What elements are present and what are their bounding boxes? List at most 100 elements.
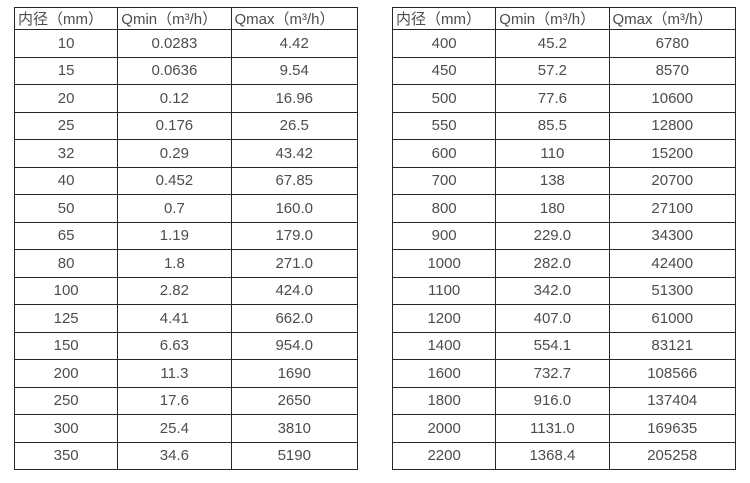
table-cell: 1131.0: [495, 414, 610, 443]
table-cell: 2000: [391, 414, 497, 443]
table-cell: 205258: [608, 441, 736, 470]
table-cell: 400: [391, 29, 497, 58]
table-cell: 34.6: [117, 441, 232, 470]
table-cell: 342.0: [495, 276, 610, 305]
table-cell: 600: [391, 139, 497, 168]
table-cell: 282.0: [495, 249, 610, 278]
column-header: Qmax（m³/h）: [230, 7, 358, 30]
table-cell: 300: [13, 414, 119, 443]
table-cell: 67.85: [230, 166, 358, 195]
table-row: 40 0.452 67.85: [13, 166, 358, 195]
table-cell: 137404: [608, 386, 736, 415]
table-cell: 1100: [391, 276, 497, 305]
table-cell: 6.63: [117, 331, 232, 360]
table-row: 1600 732.7 108566: [391, 359, 736, 388]
table-cell: 108566: [608, 359, 736, 388]
table-cell: 9.54: [230, 56, 358, 85]
table-cell: 20700: [608, 166, 736, 195]
table-cell: 550: [391, 111, 497, 140]
table-row: 1100 342.0 51300: [391, 276, 736, 305]
table-cell: 43.42: [230, 139, 358, 168]
table-cell: 1690: [230, 359, 358, 388]
table-cell: 17.6: [117, 386, 232, 415]
table-cell: 732.7: [495, 359, 610, 388]
table-cell: 125: [13, 304, 119, 333]
table-row: 25 0.176 26.5: [13, 111, 358, 140]
table-row: 2000 1131.0 169635: [391, 414, 736, 443]
table-cell: 110: [495, 139, 610, 168]
table-cell: 11.3: [117, 359, 232, 388]
flow-table-small-diameters: 内径（mm） Qmin（m³/h） Qmax（m³/h） 10 0.0283 4.42 15…: [13, 7, 358, 470]
table-cell: 450: [391, 56, 497, 85]
table-cell: 100: [13, 276, 119, 305]
table-cell: 32: [13, 139, 119, 168]
table-cell: 10: [13, 29, 119, 58]
table-cell: 900: [391, 221, 497, 250]
table-cell: 271.0: [230, 249, 358, 278]
table-cell: 26.5: [230, 111, 358, 140]
table-cell: 77.6: [495, 84, 610, 113]
table-cell: 61000: [608, 304, 736, 333]
table-cell: 150: [13, 331, 119, 360]
table-row: 32 0.29 43.42: [13, 139, 358, 168]
table-row: 450 57.2 8570: [391, 56, 736, 85]
table-cell: 250: [13, 386, 119, 415]
table-row: 350 34.6 5190: [13, 441, 358, 470]
table-cell: 662.0: [230, 304, 358, 333]
table-row: 50 0.7 160.0: [13, 194, 358, 223]
table-cell: 8570: [608, 56, 736, 85]
table-cell: 10600: [608, 84, 736, 113]
table-cell: 85.5: [495, 111, 610, 140]
column-header: 内径（mm）: [391, 7, 497, 30]
table-cell: 229.0: [495, 221, 610, 250]
column-header: Qmin（m³/h）: [117, 7, 232, 30]
table-cell: 0.176: [117, 111, 232, 140]
table-cell: 350: [13, 441, 119, 470]
table-row: 125 4.41 662.0: [13, 304, 358, 333]
table-cell: 1200: [391, 304, 497, 333]
table-row: 700 138 20700: [391, 166, 736, 195]
table-cell: 1800: [391, 386, 497, 415]
table-cell: 27100: [608, 194, 736, 223]
table-cell: 180: [495, 194, 610, 223]
table-cell: 169635: [608, 414, 736, 443]
table-cell: 2200: [391, 441, 497, 470]
table-row: 1800 916.0 137404: [391, 386, 736, 415]
table-cell: 4.41: [117, 304, 232, 333]
table-cell: 25: [13, 111, 119, 140]
table-cell: 1000: [391, 249, 497, 278]
table-row: 250 17.6 2650: [13, 386, 358, 415]
table-row: 1200 407.0 61000: [391, 304, 736, 333]
table-row: 300 25.4 3810: [13, 414, 358, 443]
table-cell: 407.0: [495, 304, 610, 333]
table-cell: 700: [391, 166, 497, 195]
header-row: 内径（mm） Qmin（m³/h） Qmax（m³/h）: [391, 7, 736, 30]
table-cell: 6780: [608, 29, 736, 58]
table-cell: 916.0: [495, 386, 610, 415]
table-cell: 1400: [391, 331, 497, 360]
table-cell: 2650: [230, 386, 358, 415]
table-row: 400 45.2 6780: [391, 29, 736, 58]
table-cell: 1368.4: [495, 441, 610, 470]
table-row: 100 2.82 424.0: [13, 276, 358, 305]
table-cell: 954.0: [230, 331, 358, 360]
table-cell: 16.96: [230, 84, 358, 113]
table-row: 15 0.0636 9.54: [13, 56, 358, 85]
column-header: Qmax（m³/h）: [608, 7, 736, 30]
table-row: 600 110 15200: [391, 139, 736, 168]
table-row: 550 85.5 12800: [391, 111, 736, 140]
table-row: 2200 1368.4 205258: [391, 441, 736, 470]
table-row: 65 1.19 179.0: [13, 221, 358, 250]
table-row: 800 180 27100: [391, 194, 736, 223]
table-row: 150 6.63 954.0: [13, 331, 358, 360]
table-cell: 424.0: [230, 276, 358, 305]
table-cell: 0.0636: [117, 56, 232, 85]
table-cell: 45.2: [495, 29, 610, 58]
table-cell: 0.12: [117, 84, 232, 113]
table-cell: 42400: [608, 249, 736, 278]
table-cell: 5190: [230, 441, 358, 470]
table-cell: 25.4: [117, 414, 232, 443]
table-cell: 15: [13, 56, 119, 85]
table-row: 200 11.3 1690: [13, 359, 358, 388]
